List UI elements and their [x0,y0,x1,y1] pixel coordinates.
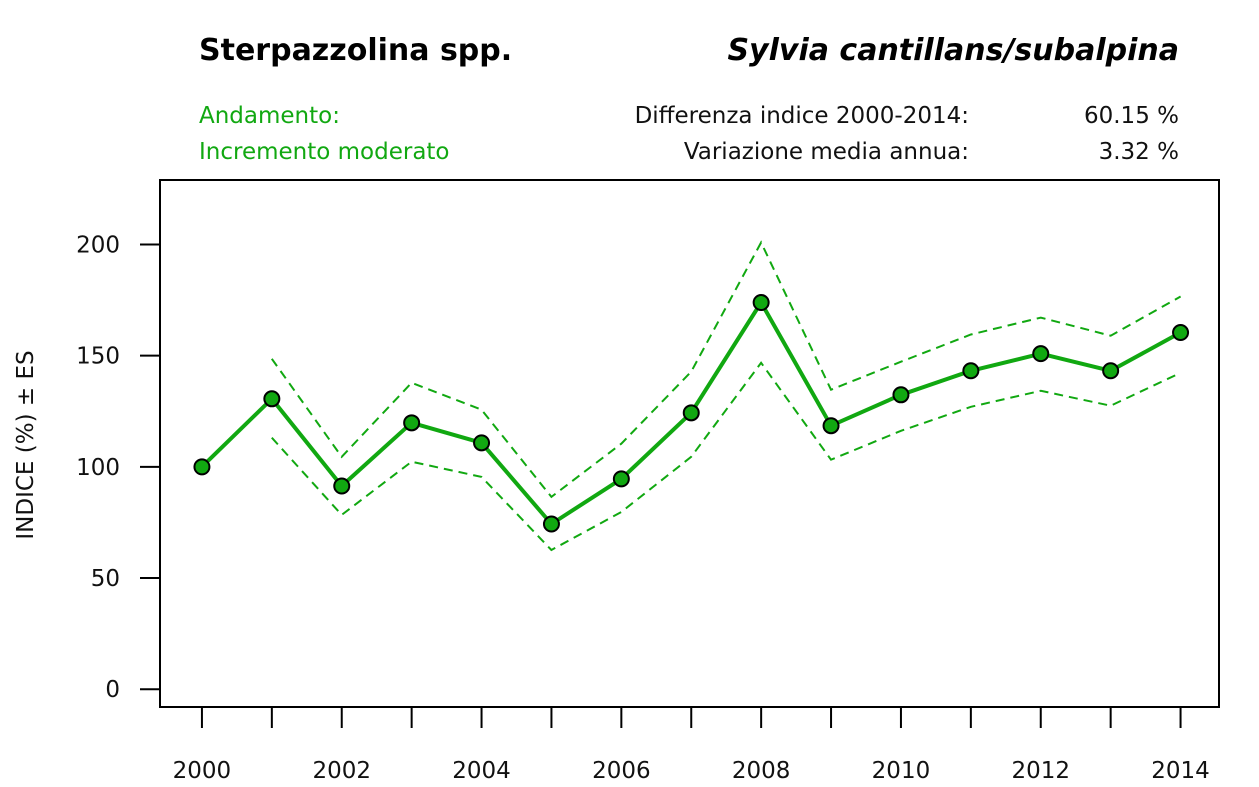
index-difference-label: Differenza indice 2000-2014: [634,103,969,129]
y-tick-label: 50 [91,566,120,592]
x-tick-label: 2004 [452,758,511,784]
index-point [1102,362,1120,380]
chart-title-common-name: Sterpazzolina spp. [199,33,513,68]
index-point [193,458,211,476]
y-axis: 0 50 100 150 200 [76,232,160,703]
x-tick-label: 2012 [1011,758,1070,784]
chart-title-scientific-name: Sylvia cantillans/subalpina [727,33,1179,68]
trend-label: Andamento: [199,103,340,129]
lower-error-line [271,361,1182,552]
x-tick-label: 2010 [872,758,931,784]
index-point [1032,345,1050,363]
x-tick-label: 2014 [1151,758,1210,784]
upper-error-line [270,240,1182,499]
series-layer [193,240,1190,552]
index-point [263,390,281,408]
x-axis: 2000 2002 2004 2006 2008 2010 2012 2014 [173,707,1210,784]
index-point [682,404,700,422]
annual-variation-label: Variazione media annua: [683,139,969,165]
y-axis-label: INDICE (%) ± ES [13,350,39,539]
x-tick-label: 2006 [592,758,651,784]
annual-variation-value: 3.32 % [1098,139,1179,165]
x-tick-label: 2000 [173,758,232,784]
index-point [962,362,980,380]
index-point [752,294,770,312]
index-point [612,470,630,488]
y-tick-label: 100 [76,455,120,481]
index-point [892,386,910,404]
x-tick-label: 2008 [732,758,791,784]
index-difference-value: 60.15 % [1083,103,1179,129]
y-tick-label: 200 [76,232,120,258]
index-point [1172,324,1190,342]
index-point [542,515,560,533]
y-tick-label: 0 [105,677,120,703]
index-point [473,434,491,452]
index-point [333,477,351,495]
x-tick-label: 2002 [312,758,371,784]
index-point [822,417,840,435]
y-tick-label: 150 [76,344,120,370]
index-point [403,414,421,432]
plot-frame [159,179,1220,708]
trend-value: Incremento moderato [199,139,450,165]
